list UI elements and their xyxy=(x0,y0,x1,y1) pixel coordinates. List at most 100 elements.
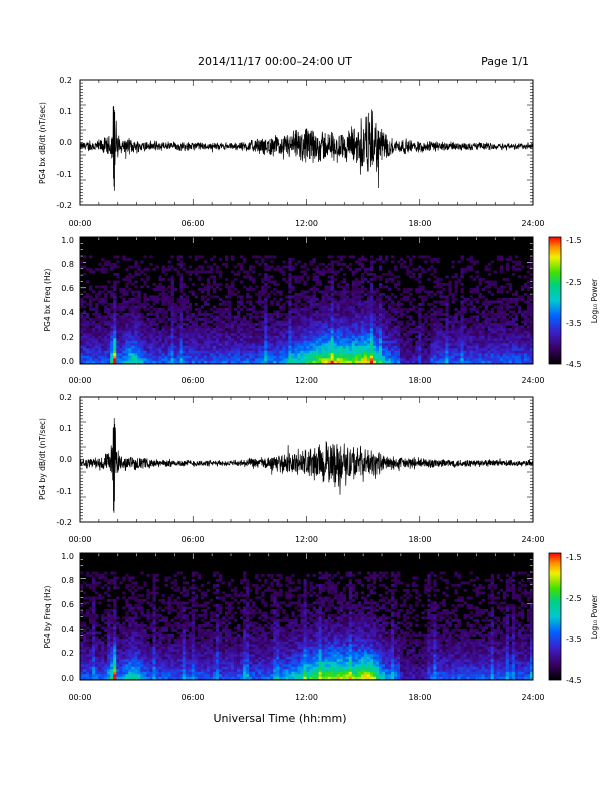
spectrogram-cell xyxy=(439,338,443,341)
spectrogram-cell xyxy=(451,300,455,304)
spectrogram-cell xyxy=(315,283,319,286)
spectrogram-cell xyxy=(372,340,377,344)
spectrogram-cell xyxy=(439,303,443,306)
spectrogram-cell xyxy=(333,333,337,336)
spectrogram-cell xyxy=(369,308,374,311)
spectrogram-cell xyxy=(351,315,356,319)
spectrogram-cell xyxy=(382,293,386,296)
spectrogram-cell xyxy=(448,340,452,344)
spectrogram-cell xyxy=(110,285,114,289)
spectrogram-cells xyxy=(80,571,534,680)
spectrogram-cell xyxy=(366,350,371,354)
spectrogram-cell xyxy=(327,295,331,299)
spectrogram-cell xyxy=(351,348,356,351)
spectrogram-cell xyxy=(366,345,371,349)
spectrogram-cell xyxy=(209,275,214,279)
spectrogram-cell xyxy=(493,355,498,359)
spectrogram-cell xyxy=(258,348,262,351)
spectrogram-cell xyxy=(173,315,177,319)
spectrogram-cell xyxy=(110,308,114,311)
spectrogram-cell xyxy=(517,305,522,309)
spectrogram-cell xyxy=(484,325,488,329)
spectrogram-cell xyxy=(155,343,159,346)
spectrogram-cell xyxy=(113,320,117,324)
spectrogram-cell xyxy=(339,360,344,364)
spectrogram-cell xyxy=(457,343,461,346)
spectrogram-cell xyxy=(412,273,416,276)
spectrogram-cell xyxy=(517,348,522,351)
spectrogram-cell xyxy=(436,340,440,344)
spectrogram-cell xyxy=(330,283,334,286)
spectrogram-cell xyxy=(372,310,377,314)
spectrogram-cell xyxy=(514,323,519,326)
spectrogram-cell xyxy=(128,353,132,356)
spectrogram-cell xyxy=(282,270,286,274)
spectrogram-cell xyxy=(255,313,259,316)
spectrogram-cell xyxy=(520,348,525,351)
spectrogram-cell xyxy=(258,320,262,324)
spectrogram-cell xyxy=(523,285,528,289)
spectrogram-cell xyxy=(197,270,202,274)
spectrogram-cell xyxy=(487,335,492,339)
spectrogram-cell xyxy=(354,295,359,299)
spectrogram-cell xyxy=(137,353,141,356)
spectrogram-cell xyxy=(267,325,271,329)
spectrogram-cell xyxy=(206,343,211,346)
spectrogram-cell xyxy=(255,348,259,351)
spectrogram-cell xyxy=(397,325,401,329)
spectrogram-cell xyxy=(445,275,449,279)
spectrogram-cell xyxy=(418,320,422,324)
spectrogram-cell xyxy=(203,335,208,339)
spectrogram-cell xyxy=(324,358,328,361)
spectrogram-cell xyxy=(466,360,470,364)
spectrogram-cell xyxy=(161,353,165,356)
spectrogram-cell xyxy=(357,280,362,284)
spectrogram-cell xyxy=(176,353,180,356)
spectrogram-cell xyxy=(306,330,310,334)
spectrogram-cell xyxy=(412,345,416,349)
spectrogram-cell xyxy=(170,298,174,301)
spectrogram-cell xyxy=(478,330,482,334)
spectrogram-cell xyxy=(394,353,398,356)
spectrogram-cell xyxy=(382,318,386,321)
spectrogram-cell xyxy=(469,258,473,261)
spectrogram-cell xyxy=(149,345,153,349)
spectrogram-cell xyxy=(348,318,353,321)
spectrogram-cell xyxy=(92,671,96,675)
spectrogram-cell xyxy=(119,350,123,354)
spectrogram-cell xyxy=(478,328,482,331)
spectrogram-cell xyxy=(86,268,90,271)
spectrogram-cell xyxy=(394,338,398,341)
spectrogram-cell xyxy=(439,310,443,314)
spectrogram-cell xyxy=(227,360,232,364)
spectrogram-cell xyxy=(526,320,531,324)
spectrogram-cell xyxy=(475,275,479,279)
spectrogram-cell xyxy=(472,320,476,324)
spectrogram-cell xyxy=(273,313,277,316)
spectrogram-cell xyxy=(182,328,186,331)
spectrogram-cell xyxy=(460,335,464,339)
spectrogram-cell xyxy=(363,325,368,329)
spectrogram-cell xyxy=(80,345,84,349)
spectrogram-cell xyxy=(303,310,307,314)
spectrogram-cell xyxy=(345,328,350,331)
spectrogram-cell xyxy=(478,338,482,341)
spectrogram-cell xyxy=(146,358,150,361)
spectrogram-cell xyxy=(164,320,168,324)
spectrogram-cell xyxy=(246,275,250,279)
spectrogram-cell xyxy=(469,300,473,304)
spectrogram-cell xyxy=(430,258,434,261)
spectrogram-cell xyxy=(363,308,368,311)
spectrogram-cell xyxy=(297,318,301,321)
spectrogram-cell xyxy=(122,290,126,294)
spectrogram-cell xyxy=(505,335,510,339)
by-timeseries-xticks: 00:00 06:00 12:00 18:00 24:00 xyxy=(68,535,544,544)
spectrogram-cell xyxy=(107,328,111,331)
spectrogram-cell xyxy=(406,255,410,259)
spectrogram-cell xyxy=(360,335,365,339)
spectrogram-cell xyxy=(375,350,380,354)
spectrogram-cell xyxy=(227,318,232,321)
spectrogram-cell xyxy=(279,270,283,274)
spectrogram-cell xyxy=(110,355,114,359)
spectrogram-cell xyxy=(146,348,150,351)
